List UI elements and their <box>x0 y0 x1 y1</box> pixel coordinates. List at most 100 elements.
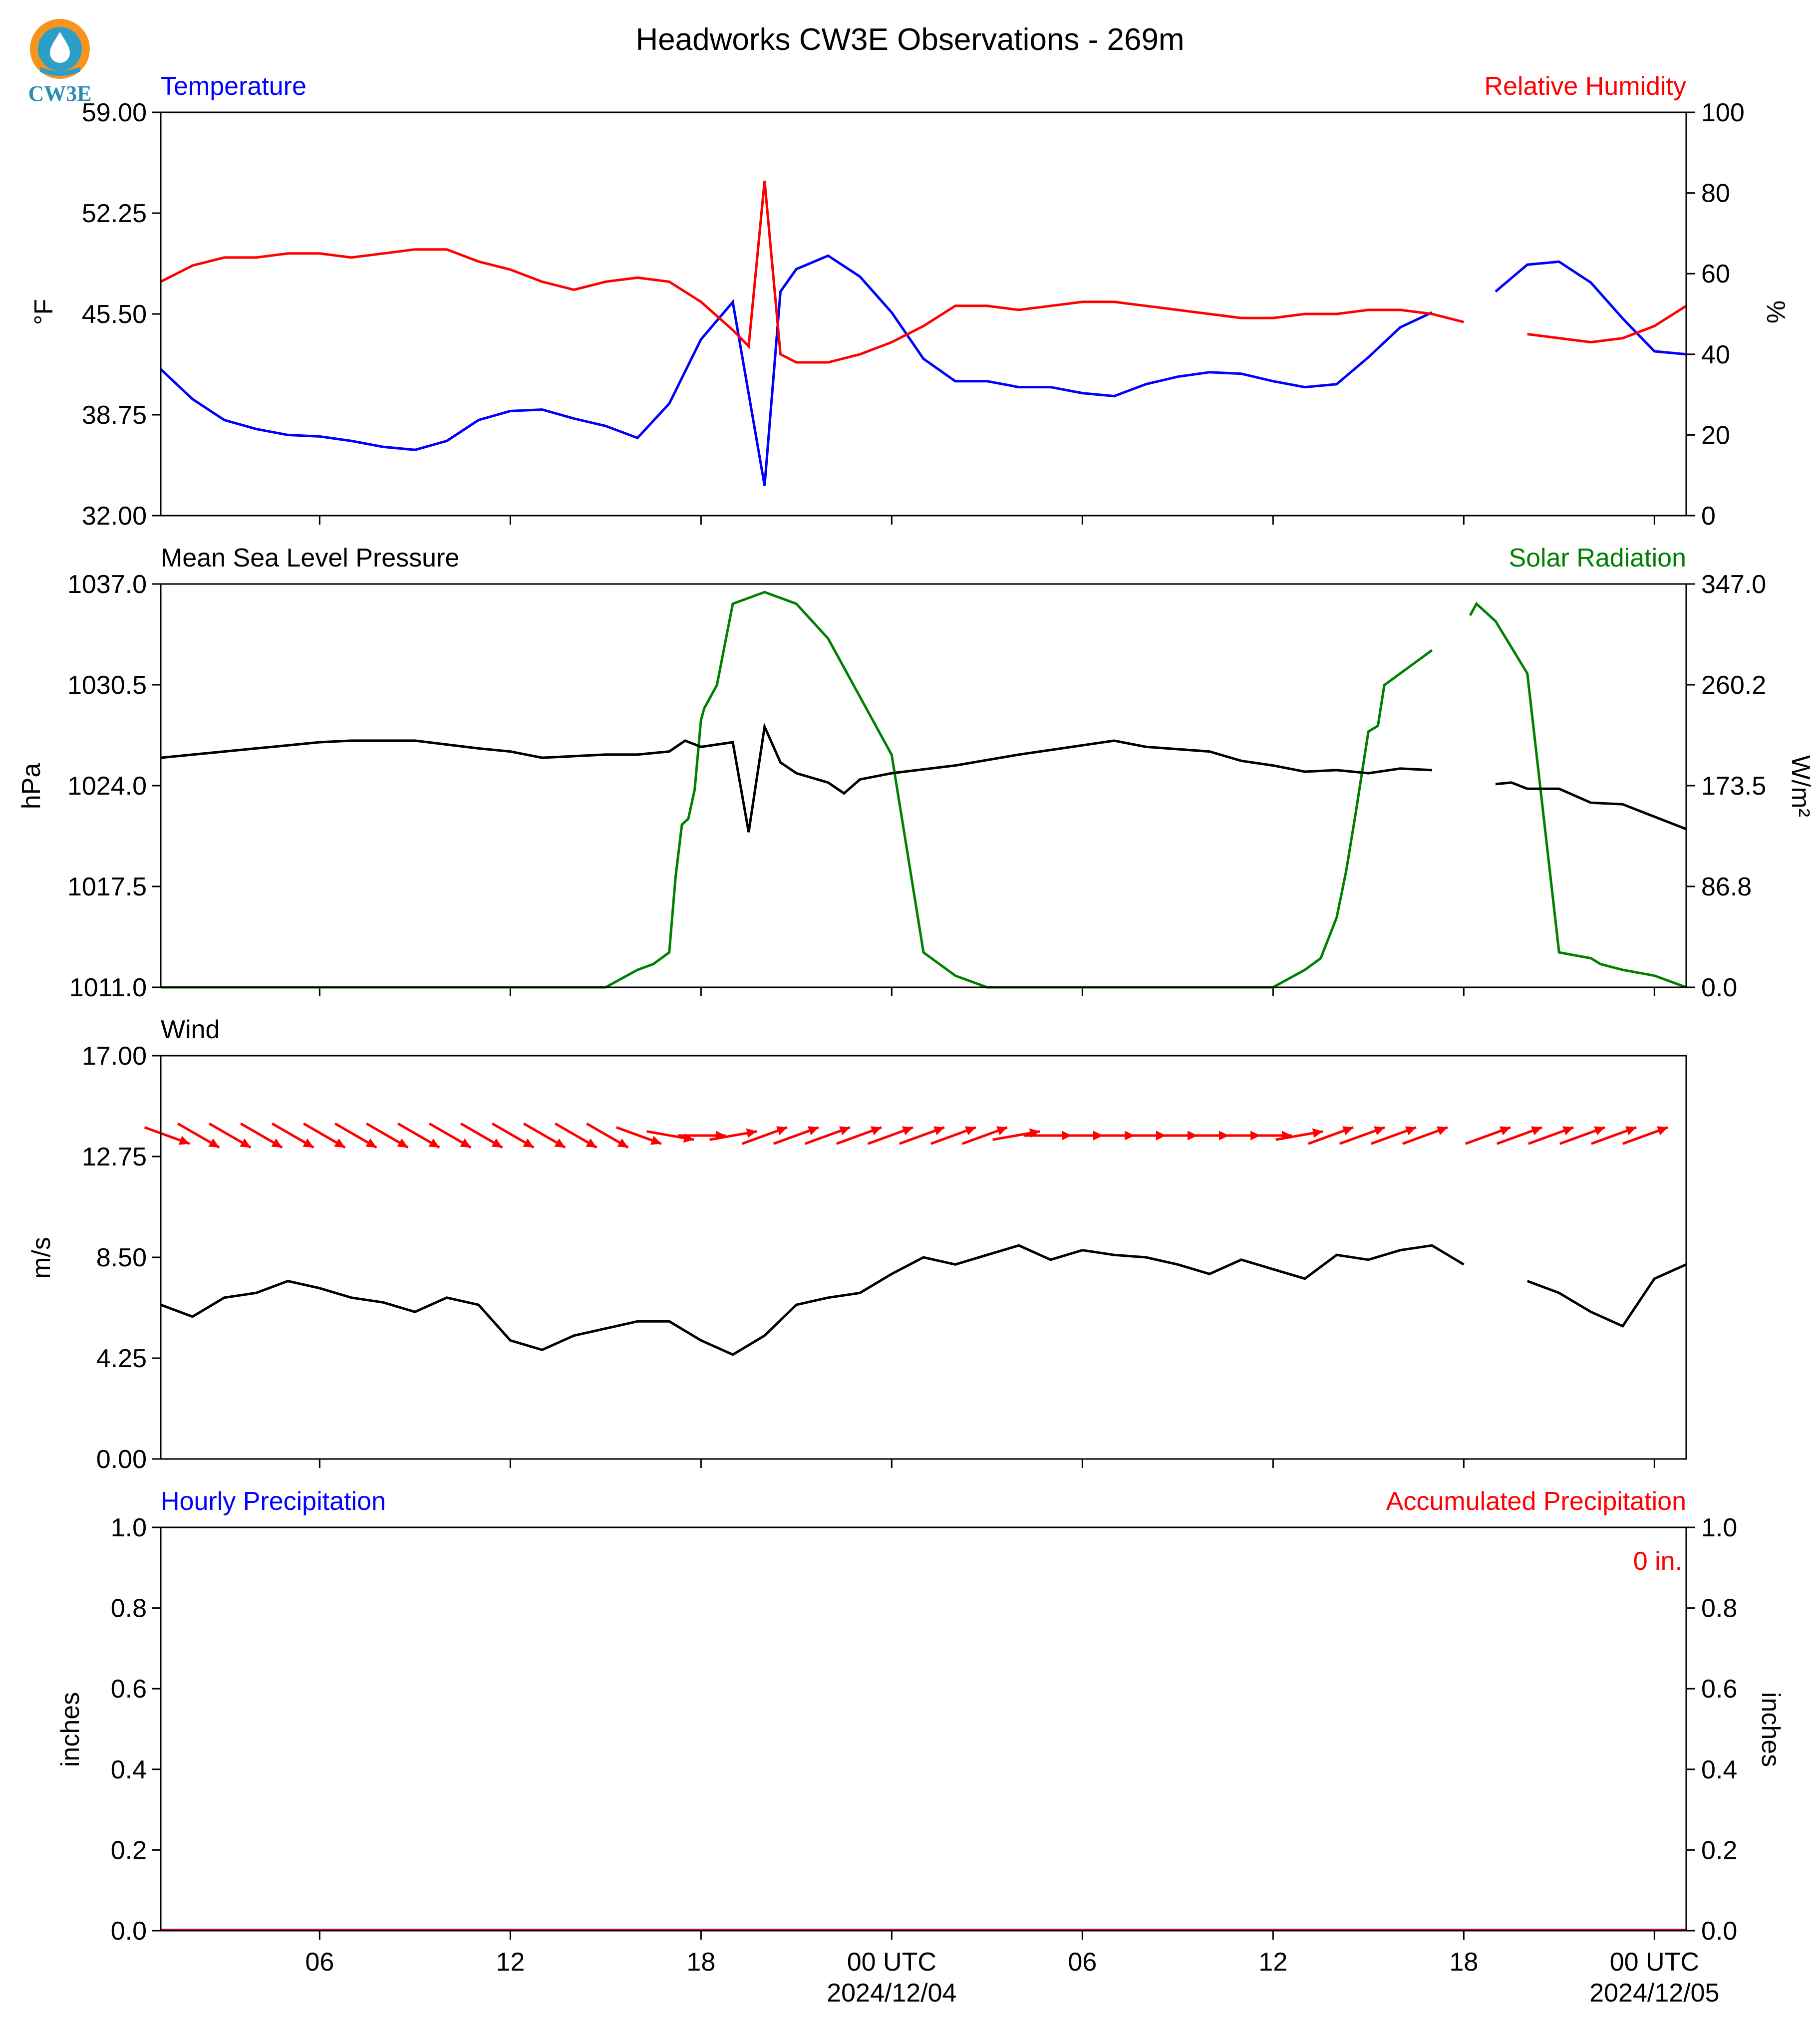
wind-arrow <box>709 1128 757 1141</box>
y-tick-label: 32.00 <box>82 502 147 531</box>
y-tick-label: 0.6 <box>111 1675 147 1704</box>
accum-precip-axis-label: inches <box>1756 1692 1785 1767</box>
temperature-axes-frame <box>160 111 1687 517</box>
wind-arrow-head <box>902 1126 913 1136</box>
y-tick-label: 0.4 <box>111 1755 147 1784</box>
wind-arrow <box>1559 1126 1605 1145</box>
wind-arrow-head <box>1531 1126 1542 1136</box>
wind-arrow-head <box>1500 1126 1511 1136</box>
wind-arrow <box>491 1122 535 1149</box>
wind-title: Wind <box>161 1015 220 1044</box>
y-tick-label: 0.0 <box>1701 1917 1737 1946</box>
wind-arrow <box>523 1122 566 1149</box>
y-tick-label: 0.4 <box>1701 1755 1737 1784</box>
wind-arrow-head <box>1657 1126 1668 1136</box>
hourly-precip-axis-label: inches <box>56 1692 85 1767</box>
wind-arrow-head <box>1312 1128 1323 1138</box>
y-tick-label: 1024.0 <box>67 772 147 801</box>
x-tick-label: 18 <box>686 1948 715 1977</box>
wind-arrow-head <box>208 1138 220 1148</box>
accum-precip-y-ticks: 0.0 0.2 0.4 0.6 0.8 1.0 <box>1686 1513 1737 1946</box>
hourly-precip-y-ticks: 0.0 0.2 0.4 0.6 0.8 1.0 <box>111 1513 161 1946</box>
wind-arrow <box>1339 1126 1385 1145</box>
humidity-title: Relative Humidity <box>1484 72 1686 101</box>
temperature-axis-label: °F <box>29 299 58 325</box>
wind-arrow-head <box>1594 1126 1605 1136</box>
pressure-y-ticks: 1011.0 1017.5 1024.0 1030.5 1037.0 <box>67 570 161 1002</box>
humidity-y-ticks: 0 20 40 60 80 100 <box>1686 98 1745 531</box>
pressure-panel: Mean Sea Level Pressure Solar Radiation … <box>17 544 1815 1002</box>
y-tick-label: 8.50 <box>96 1243 147 1272</box>
wind-arrow-head <box>334 1138 345 1148</box>
y-tick-label: 1030.5 <box>67 671 147 700</box>
y-tick-label: 0.8 <box>111 1594 147 1623</box>
cw3e-logo: CW3E <box>20 15 100 106</box>
solar-title: Solar Radiation <box>1509 544 1686 573</box>
wind-arrow-head <box>933 1126 944 1136</box>
y-tick-label: 52.25 <box>82 199 147 228</box>
wind-arrow <box>1402 1126 1448 1145</box>
wind-arrow-head <box>178 1136 190 1145</box>
x-tick-label: 06 <box>305 1948 334 1977</box>
wind-arrow <box>554 1122 598 1149</box>
y-tick-label: 173.5 <box>1701 772 1766 801</box>
pressure-x-ticks <box>318 987 1655 996</box>
wind-arrow <box>1496 1126 1542 1145</box>
wind-arrow <box>1465 1126 1511 1145</box>
wind-arrow-head <box>871 1126 882 1136</box>
y-tick-label: 260.2 <box>1701 671 1766 700</box>
y-tick-label: 100 <box>1701 98 1745 127</box>
wind-arrow-head <box>240 1138 251 1148</box>
wind-arrow-head <box>523 1138 534 1148</box>
wind-arrow <box>365 1122 409 1149</box>
x-tick-label: 12 <box>1258 1948 1287 1977</box>
temperature-panel: Temperature Relative Humidity °F % 32.00… <box>29 72 1790 531</box>
humidity-series-line <box>160 181 1687 364</box>
wind-x-ticks <box>318 1459 1655 1468</box>
solar-axis-label: W/m² <box>1786 755 1815 817</box>
y-tick-label: 17.00 <box>82 1042 147 1071</box>
y-tick-label: 1011.0 <box>69 973 147 1002</box>
wind-arrow <box>615 1126 662 1145</box>
y-tick-label: 60 <box>1701 260 1730 289</box>
wind-arrow <box>1370 1126 1417 1145</box>
wind-arrow-head <box>1374 1126 1385 1136</box>
wind-direction-arrows <box>144 1122 1668 1149</box>
wind-arrow-head <box>965 1126 976 1136</box>
solar-series-line <box>161 590 1687 989</box>
wind-arrow <box>773 1126 819 1145</box>
wind-y-ticks: 0.00 4.25 8.50 12.75 17.00 <box>82 1042 161 1474</box>
y-tick-label: 347.0 <box>1701 570 1766 599</box>
wind-arrow <box>397 1122 440 1149</box>
wind-panel: Wind m/s 0.00 4.25 8.50 12.75 17.00 <box>27 1015 1687 1474</box>
y-tick-label: 0.2 <box>1701 1836 1737 1865</box>
wind-arrow <box>1307 1126 1354 1145</box>
wind-arrow <box>586 1122 629 1149</box>
wind-arrow-head <box>839 1126 850 1136</box>
x-tick-label: 00 UTC <box>847 1948 936 1977</box>
y-tick-label: 80 <box>1701 179 1730 208</box>
x-tick-label: 12 <box>496 1948 525 1977</box>
wind-arrow-head <box>271 1138 283 1148</box>
y-tick-label: 0.00 <box>96 1445 147 1474</box>
wind-arrow <box>867 1126 913 1145</box>
y-tick-label: 4.25 <box>96 1344 147 1373</box>
wind-arrow <box>804 1126 851 1145</box>
wind-arrow-head <box>996 1126 1007 1136</box>
y-tick-label: 1037.0 <box>67 570 147 599</box>
precip-axes-frame <box>160 1526 1687 1932</box>
wind-arrow-head <box>586 1138 597 1148</box>
y-tick-label: 0.8 <box>1701 1594 1737 1623</box>
x-tick-label: 06 <box>1068 1948 1097 1977</box>
pressure-axis-label: hPa <box>17 763 46 810</box>
wind-arrow <box>240 1122 283 1149</box>
wind-arrow-head <box>650 1136 661 1145</box>
wind-arrow-head <box>554 1138 566 1148</box>
wind-arrow <box>899 1126 945 1145</box>
wind-arrow-head <box>1342 1126 1353 1136</box>
wind-arrow <box>177 1122 220 1149</box>
y-tick-label: 40 <box>1701 340 1730 369</box>
x-date-label: 2024/12/05 <box>1589 1979 1719 2008</box>
